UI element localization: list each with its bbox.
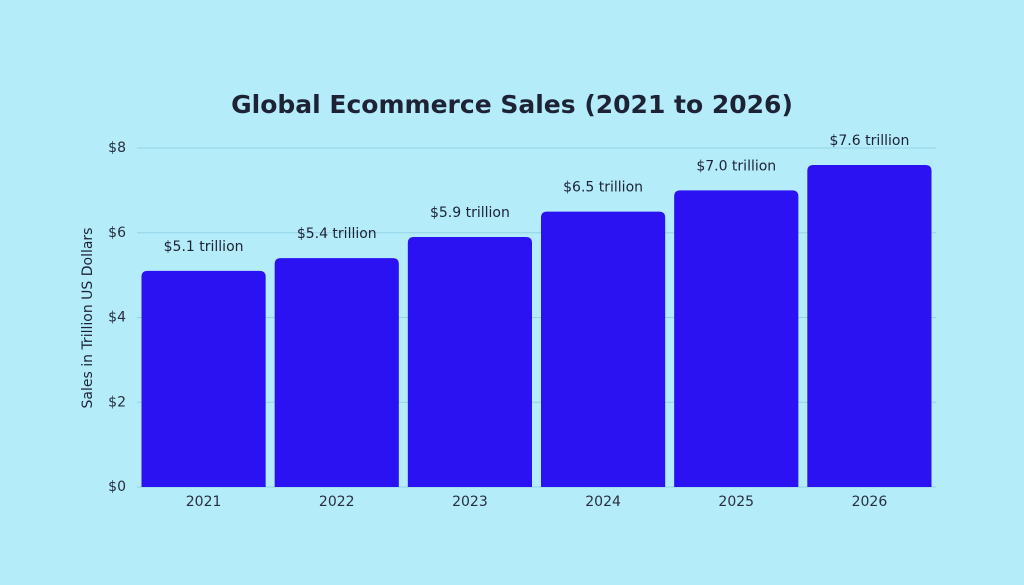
bar [274, 258, 399, 487]
bar [674, 190, 799, 487]
y-tick-label: $6 [108, 225, 126, 241]
x-tick-label: 2023 [452, 494, 488, 510]
bar [541, 211, 666, 487]
chart-title: Global Ecommerce Sales (2021 to 2026) [231, 90, 793, 119]
bar [807, 164, 932, 487]
y-tick-label: $0 [108, 479, 126, 495]
value-label: $6.5 trillion [563, 180, 643, 196]
x-tick-label: 2024 [585, 494, 621, 510]
y-axis-label: Sales in Trillion US Dollars [80, 228, 96, 409]
y-tick-label: $8 [108, 140, 126, 156]
value-label: $7.6 trillion [829, 133, 909, 149]
x-tick-label: 2021 [186, 494, 222, 510]
x-tick-label: 2022 [319, 494, 355, 510]
bar [407, 236, 532, 487]
value-label: $5.9 trillion [430, 205, 510, 221]
x-tick-label: 2026 [852, 494, 888, 510]
value-label: $5.4 trillion [297, 226, 377, 242]
bar [141, 270, 266, 487]
value-label: $5.1 trillion [164, 239, 244, 255]
x-tick-label: 2025 [718, 494, 754, 510]
y-tick-label: $4 [108, 310, 126, 326]
value-label: $7.0 trillion [696, 158, 776, 174]
y-tick-label: $2 [108, 394, 126, 410]
